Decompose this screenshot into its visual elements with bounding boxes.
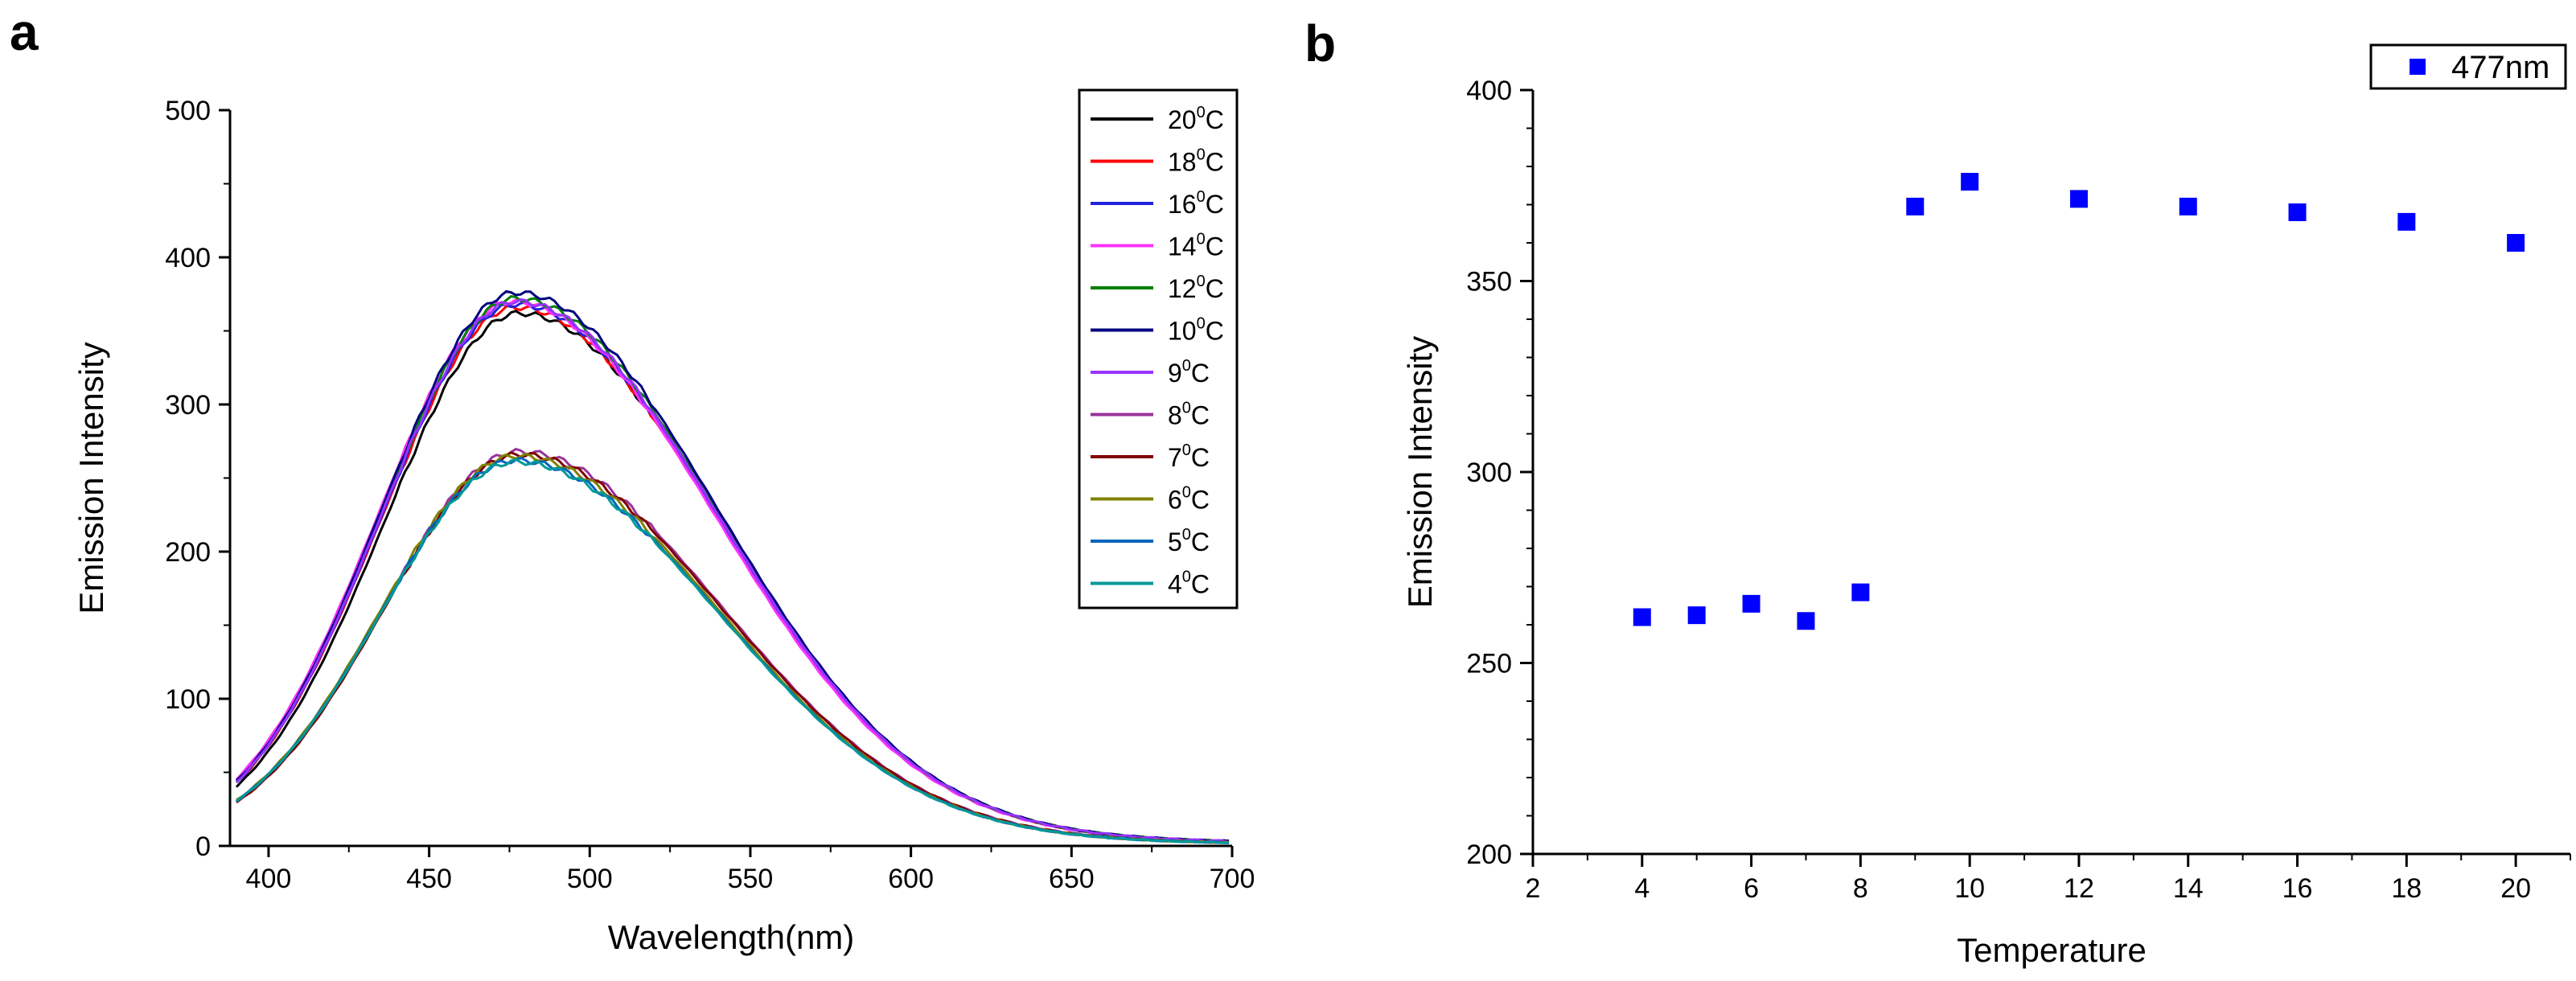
x-tick-label: 16: [2282, 873, 2313, 904]
x-tick-label: 700: [1210, 864, 1255, 894]
x-tick-label: 600: [888, 864, 934, 894]
data-point: [1906, 197, 1925, 215]
x-tick-label: 4: [1634, 873, 1650, 904]
legend-box: [2369, 43, 2567, 90]
spectrum-line-9: [236, 298, 1230, 843]
x-tick-label: 18: [2391, 873, 2422, 904]
y-axis-title: Emission Intensity: [1401, 336, 1439, 608]
data-point: [2507, 234, 2525, 252]
x-tick-label: 14: [2173, 873, 2204, 904]
data-point: [2397, 212, 2416, 231]
data-point: [1742, 594, 1760, 613]
y-tick-label: 100: [165, 684, 211, 715]
x-tick-label: 450: [406, 864, 452, 894]
data-point: [1633, 608, 1651, 626]
legend-label-10: 100C: [1168, 315, 1224, 346]
legend-label-14: 140C: [1168, 231, 1224, 261]
y-tick-label: 400: [165, 243, 211, 273]
data-point: [2179, 197, 2197, 215]
x-tick-label: 550: [728, 864, 774, 894]
legend-label-18: 180C: [1168, 146, 1224, 177]
y-tick-label: 300: [165, 390, 211, 421]
x-axis-title: Wavelength(nm): [608, 918, 855, 956]
data-point: [1687, 606, 1706, 625]
y-tick-label: 200: [165, 537, 211, 568]
y-tick-label: 250: [1466, 649, 1512, 679]
y-tick-label: 200: [1466, 839, 1512, 870]
x-tick-label: 8: [1853, 873, 1868, 904]
y-tick-label: 350: [1466, 267, 1512, 298]
x-tick-label: 20: [2500, 873, 2531, 904]
x-tick-label: 400: [246, 864, 292, 894]
y-tick-label: 0: [195, 831, 211, 862]
legend-marker: [2410, 59, 2426, 75]
chart-a: 0 100 200 300 400 500 400 450 500 550 600 650 700 Wav…: [72, 88, 1255, 956]
panel-a-label: a: [10, 3, 39, 61]
legend-label: 477nm: [2451, 50, 2549, 85]
legend-box: [1078, 88, 1239, 610]
panel-b-label: b: [1304, 14, 1336, 72]
chart-b: 200 250 300 350 400 2 4 6 8 10 12 14 16 18 20 Temperatu…: [1401, 43, 2571, 969]
x-tick-label: 6: [1744, 873, 1759, 904]
legend-label-4: 40C: [1168, 568, 1210, 599]
legend-label-20: 200C: [1168, 104, 1224, 134]
x-tick-label: 2: [1526, 873, 1541, 904]
data-point: [2288, 203, 2307, 221]
y-axis-title: Emission Intensity: [72, 342, 110, 614]
legend-label-12: 120C: [1168, 273, 1224, 303]
x-tick-label: 10: [1954, 873, 1985, 904]
legend-label-8: 80C: [1168, 400, 1210, 430]
x-tick-label: 12: [2064, 873, 2094, 904]
legend-label-7: 70C: [1168, 441, 1210, 472]
legend-label-16: 160C: [1168, 188, 1224, 219]
y-tick-label: 400: [1466, 76, 1512, 106]
data-point: [1851, 583, 1870, 601]
legend-label-5: 50C: [1168, 526, 1210, 556]
legend-label-6: 60C: [1168, 484, 1210, 515]
data-point: [2069, 190, 2088, 208]
x-tick-label: 500: [567, 864, 613, 894]
x-tick-label: 650: [1049, 864, 1095, 894]
legend-label-9: 90C: [1168, 357, 1210, 388]
x-axis-title: Temperature: [1957, 931, 2147, 969]
y-tick-label: 300: [1466, 458, 1512, 488]
data-point: [1797, 612, 1815, 630]
spectrum-line-4: [236, 458, 1230, 844]
data-point: [1961, 173, 1979, 191]
y-tick-label: 500: [165, 96, 211, 126]
